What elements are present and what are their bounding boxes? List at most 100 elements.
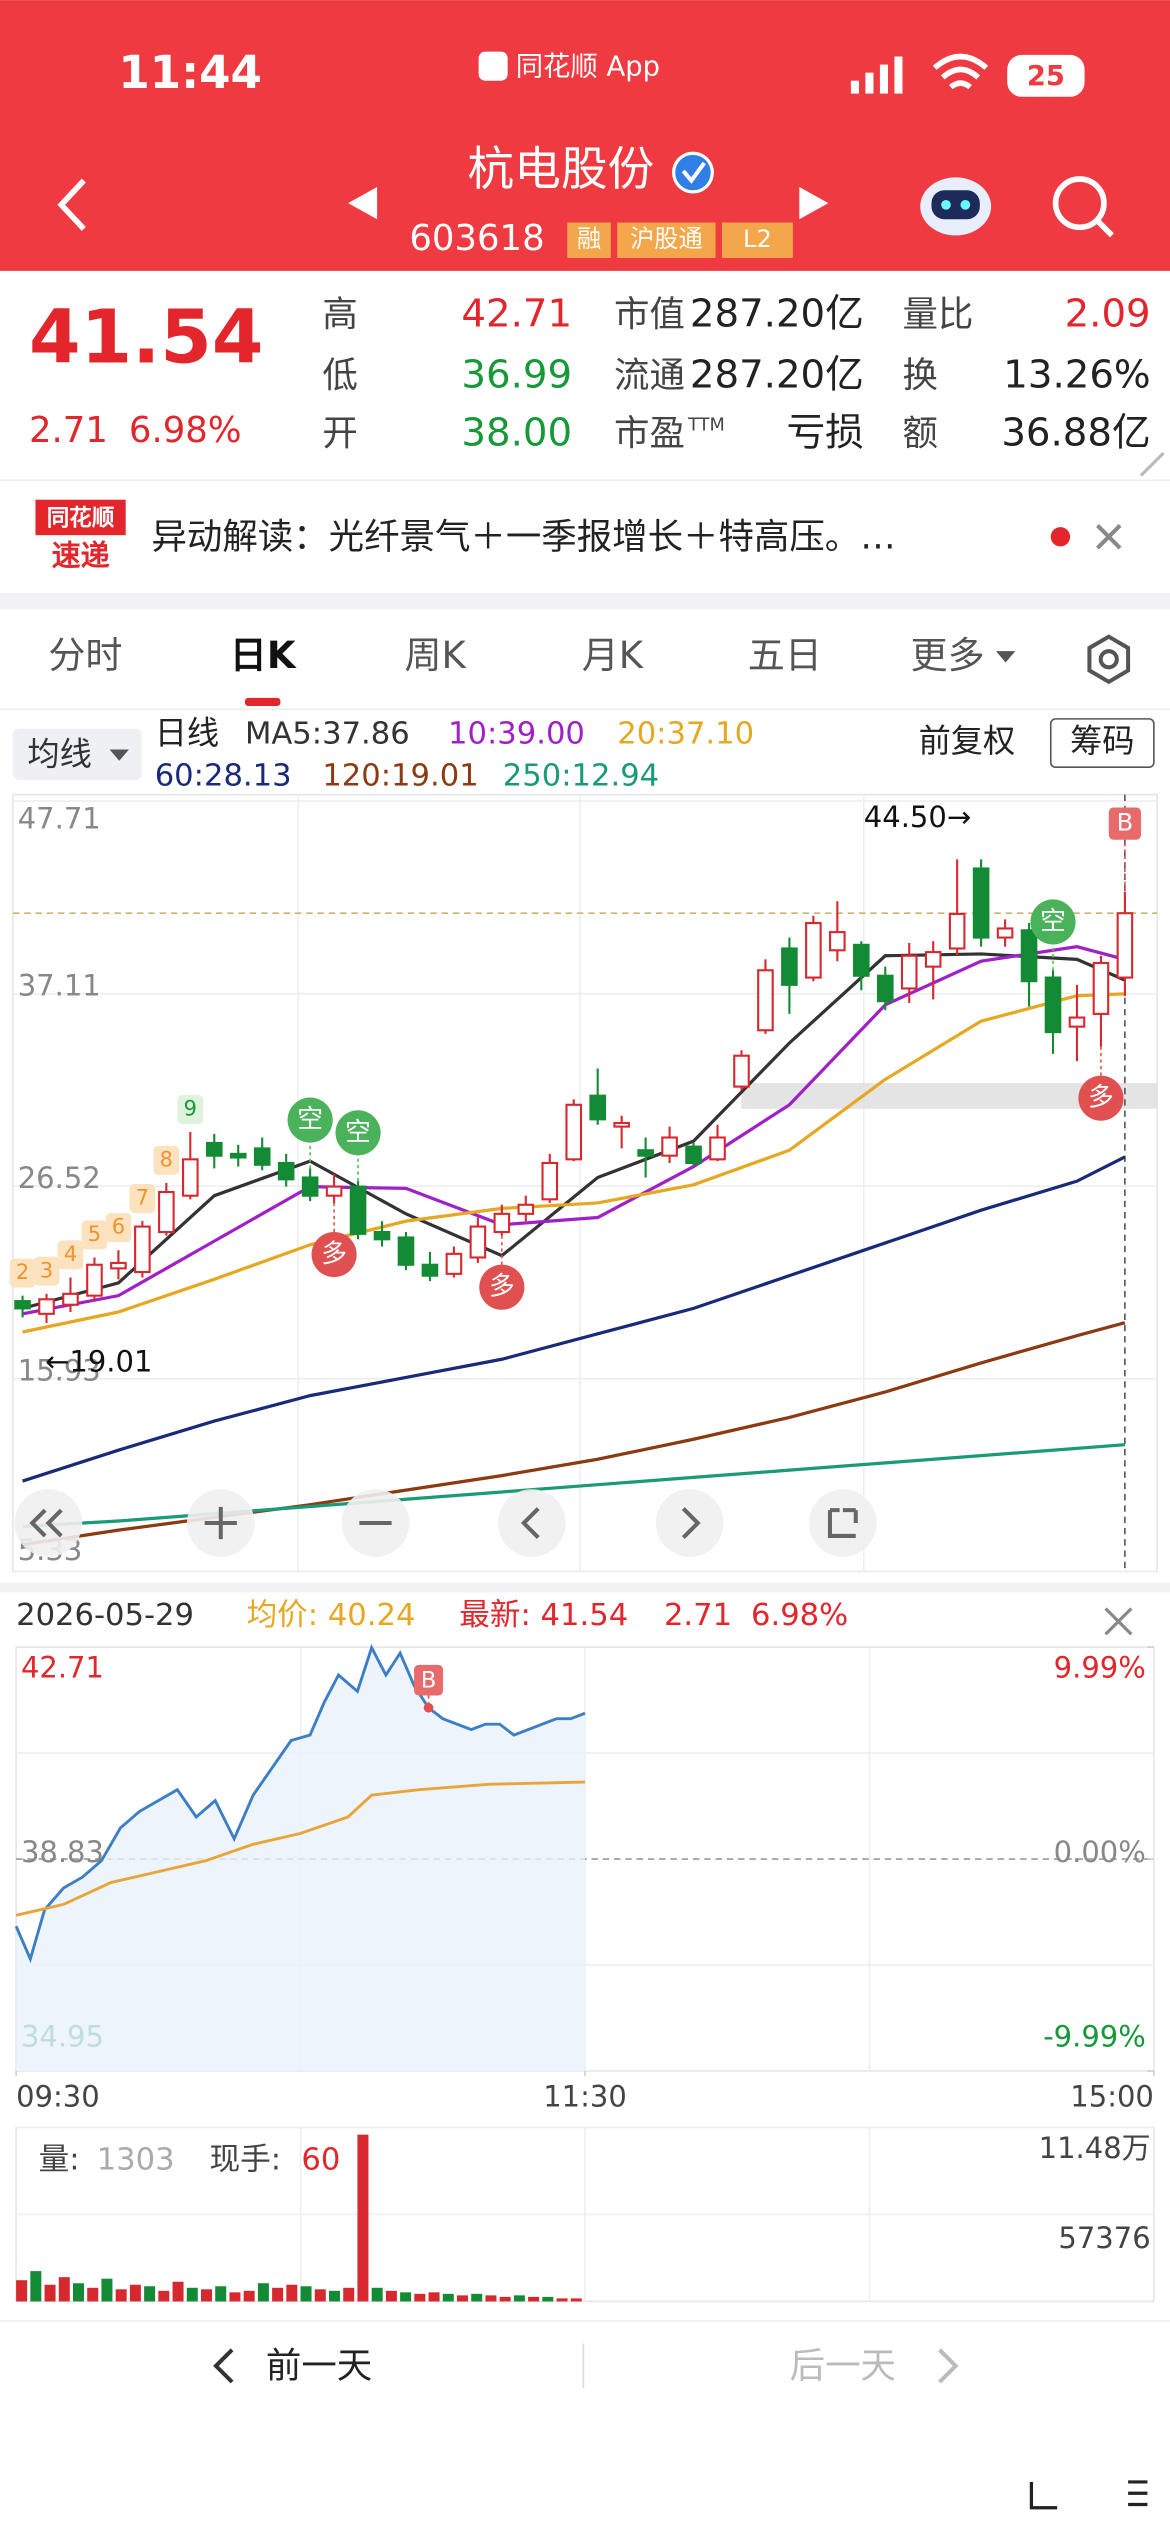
field-value: 36.88亿 bbox=[1001, 411, 1150, 456]
volume-bar bbox=[186, 2287, 198, 2302]
volume-bar bbox=[58, 2277, 70, 2302]
volume-bar bbox=[357, 2134, 369, 2302]
signal-badge bbox=[479, 1264, 525, 1310]
tab[interactable]: 日K bbox=[230, 634, 297, 677]
count-badge bbox=[105, 1213, 132, 1243]
volume-bar bbox=[286, 2284, 298, 2302]
count-badge bbox=[81, 1220, 108, 1250]
signal-badge bbox=[335, 1110, 381, 1156]
candle-body bbox=[421, 1263, 439, 1277]
field-value: 38.00 bbox=[461, 411, 572, 456]
candle-body bbox=[972, 867, 990, 939]
battery-level: 25 bbox=[1027, 61, 1065, 92]
toolbar-button[interactable] bbox=[655, 1489, 724, 1557]
prev-day[interactable]: 前一天 bbox=[266, 2346, 372, 2387]
tab-caret bbox=[995, 651, 1016, 663]
field-label: 市值 bbox=[614, 294, 685, 335]
x-tick-label: 11:30 bbox=[543, 2079, 627, 2113]
field-value: 287.20亿 bbox=[690, 353, 864, 398]
status-time: 11:44 bbox=[118, 46, 262, 99]
prev-stock[interactable] bbox=[348, 187, 378, 220]
news-text[interactable]: 异动解读：光纤景气＋一季报增长＋特高压。… bbox=[151, 516, 895, 557]
tab[interactable]: 周K bbox=[404, 634, 467, 677]
volume-bar bbox=[44, 2284, 56, 2302]
verified-badge bbox=[672, 151, 714, 194]
intraday-date: 2026-05-29 bbox=[16, 1598, 194, 1633]
wifi-icon bbox=[932, 53, 989, 90]
candle-body bbox=[781, 947, 798, 986]
count-label: 5 bbox=[88, 1222, 101, 1246]
marker-dot bbox=[423, 1702, 434, 1713]
count-badge bbox=[57, 1240, 84, 1270]
y-tick-label: 37.11 bbox=[18, 968, 101, 1002]
volume-bar bbox=[144, 2286, 156, 2302]
next-day[interactable]: 后一天 bbox=[790, 2346, 896, 2387]
toolbar-button[interactable] bbox=[809, 1489, 877, 1557]
candle-body bbox=[613, 1121, 630, 1128]
volume-bar bbox=[385, 2290, 397, 2302]
tab-indicator bbox=[244, 697, 281, 706]
signal-badge bbox=[1030, 899, 1076, 945]
volume-bar bbox=[442, 2293, 454, 2302]
candle-body bbox=[38, 1298, 55, 1315]
candle-body bbox=[182, 1158, 199, 1197]
tab[interactable]: 更多 bbox=[911, 634, 985, 677]
candle-body bbox=[637, 1149, 654, 1157]
intraday-close[interactable] bbox=[1104, 1607, 1133, 1636]
volume-bar bbox=[87, 2287, 99, 2302]
candle-body bbox=[1020, 929, 1038, 983]
candle-body bbox=[733, 1054, 750, 1088]
field-value: 42.71 bbox=[461, 291, 572, 336]
toolbar-button[interactable] bbox=[497, 1489, 566, 1557]
chips-button[interactable] bbox=[1049, 718, 1155, 769]
indicator-button[interactable] bbox=[12, 728, 142, 781]
legend-item: 20:37.10 bbox=[617, 716, 754, 751]
back-button[interactable] bbox=[57, 178, 86, 231]
volume-bar bbox=[30, 2271, 42, 2302]
settings-button[interactable] bbox=[1087, 634, 1131, 685]
candle-body bbox=[1092, 961, 1110, 1015]
indicator-caret bbox=[109, 749, 129, 761]
tag-bg bbox=[617, 222, 716, 258]
tab[interactable]: 月K bbox=[582, 634, 645, 677]
signal-label: 多 bbox=[321, 1239, 347, 1269]
price-change: 2.71 bbox=[29, 410, 108, 451]
adjust-button[interactable]: 前复权 bbox=[919, 722, 1016, 760]
candle-body bbox=[229, 1152, 247, 1159]
field-value: 287.20亿 bbox=[690, 291, 864, 336]
kline-chart: 47.7137.1126.5215.935.3323456789空多空多空多B4… bbox=[9, 793, 1158, 1573]
candle-body bbox=[253, 1147, 271, 1166]
robot-icon[interactable] bbox=[920, 177, 992, 236]
candle-body bbox=[445, 1252, 463, 1275]
search-button[interactable] bbox=[1052, 176, 1107, 231]
app-icon bbox=[478, 51, 508, 81]
volume-bar bbox=[513, 2295, 525, 2302]
news-close[interactable] bbox=[1096, 524, 1122, 550]
field-label: 开 bbox=[322, 413, 357, 454]
field-label-sup: TTM bbox=[687, 416, 725, 436]
x-tick-label: 09:30 bbox=[16, 2079, 100, 2113]
next-day-chevron bbox=[938, 2348, 959, 2384]
last-price: 41.54 bbox=[29, 294, 263, 380]
tab[interactable]: 五日 bbox=[748, 634, 822, 677]
signal-badge bbox=[1108, 807, 1142, 840]
toolbar-icon bbox=[520, 1507, 540, 1539]
ma-line bbox=[22, 1155, 1126, 1483]
toolbar-icon bbox=[681, 1507, 701, 1539]
tab[interactable]: 分时 bbox=[48, 634, 122, 677]
intraday-pct: 6.98% bbox=[751, 1598, 848, 1633]
volume-bar bbox=[428, 2292, 440, 2302]
stock-code: 603618 bbox=[409, 218, 544, 259]
candle-body bbox=[589, 1094, 606, 1121]
candle-body bbox=[469, 1225, 487, 1259]
count-label: 9 bbox=[184, 1096, 197, 1120]
ma-line bbox=[22, 1321, 1126, 1547]
candle-body bbox=[301, 1176, 319, 1197]
next-stock[interactable] bbox=[799, 187, 829, 220]
legend-item: 60:28.13 bbox=[155, 758, 292, 793]
field-label: 流通 bbox=[614, 355, 685, 396]
candle-body bbox=[373, 1230, 391, 1241]
